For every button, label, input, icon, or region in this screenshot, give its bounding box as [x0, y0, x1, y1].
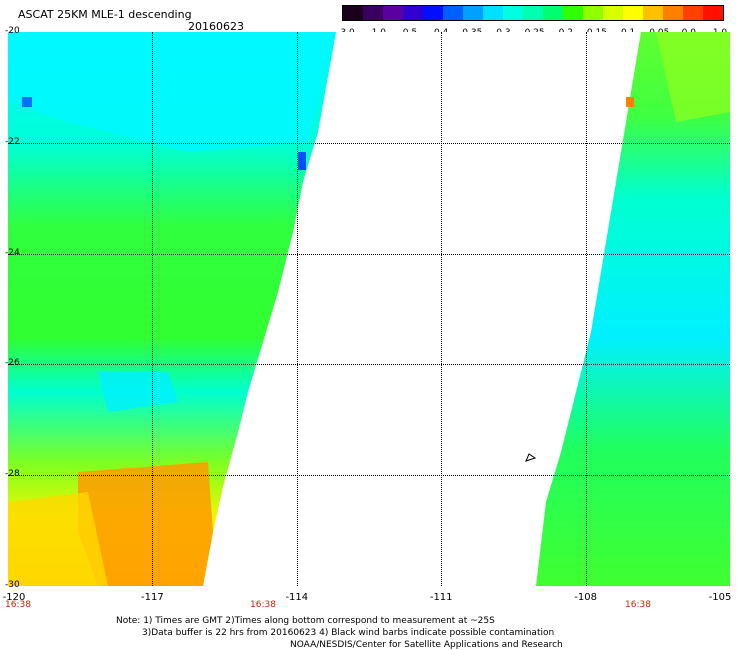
grid-line-horizontal [8, 475, 730, 477]
latitude-label: -30 [5, 580, 20, 590]
color-scale-segment [603, 6, 623, 20]
time-label: 16:38 [5, 600, 31, 610]
latitude-label: -22 [5, 136, 20, 147]
longitude-label: -114 [285, 592, 309, 603]
longitude-label: -117 [141, 592, 164, 603]
color-scale-segment [463, 6, 483, 20]
latitude-label: -26 [5, 358, 20, 369]
color-scale-segment [403, 6, 423, 20]
color-scale-segment [583, 6, 603, 20]
color-scale-segment [343, 6, 363, 20]
latitude-label: -20 [5, 26, 20, 36]
note-line-2: 3)Data buffer is 22 hrs from 20160623 4)… [142, 628, 555, 638]
color-scale-segment [503, 6, 523, 20]
grid-line-horizontal [8, 142, 730, 144]
color-scale-segment [643, 6, 663, 20]
color-scale-segment [383, 6, 403, 20]
latitude-label: -24 [5, 247, 20, 258]
color-scale-segment [563, 6, 583, 20]
color-scale-segment [423, 6, 443, 20]
grid-line-vertical [585, 32, 587, 586]
color-scale-segment [623, 6, 643, 20]
left-swath [8, 32, 336, 586]
grid-line-vertical [152, 32, 154, 586]
color-scale-segment [443, 6, 463, 20]
latitude-label: -28 [5, 469, 20, 480]
island-outline [525, 453, 537, 462]
color-scale-segment [543, 6, 563, 20]
chart-date: 20160623 [188, 20, 244, 33]
longitude-label: -120 [2, 592, 26, 603]
time-label: 16:38 [250, 600, 276, 610]
longitude-label: -105 [708, 592, 732, 603]
longitude-label: -108 [574, 592, 597, 603]
grid-line-horizontal [8, 253, 730, 255]
grid-line-vertical [296, 32, 298, 586]
map-area [8, 32, 730, 586]
note-line-3: NOAA/NESDIS/Center for Satellite Applica… [290, 640, 563, 650]
note-line-1: Note: 1) Times are GMT 2)Times along bot… [116, 616, 495, 626]
right-swath [536, 32, 730, 586]
grid-line-horizontal [8, 364, 730, 366]
color-scale-segment [663, 6, 683, 20]
color-scale-bar [342, 5, 724, 21]
color-scale-segment [363, 6, 383, 20]
color-scale-segment [683, 6, 703, 20]
chart-title: ASCAT 25KM MLE-1 descending [18, 8, 192, 21]
color-scale-segment [483, 6, 503, 20]
time-label: 16:38 [625, 600, 651, 610]
longitude-label: -111 [429, 592, 453, 603]
color-scale-segment [523, 6, 543, 20]
color-scale-segment [703, 6, 723, 20]
grid-line-vertical [441, 32, 443, 586]
